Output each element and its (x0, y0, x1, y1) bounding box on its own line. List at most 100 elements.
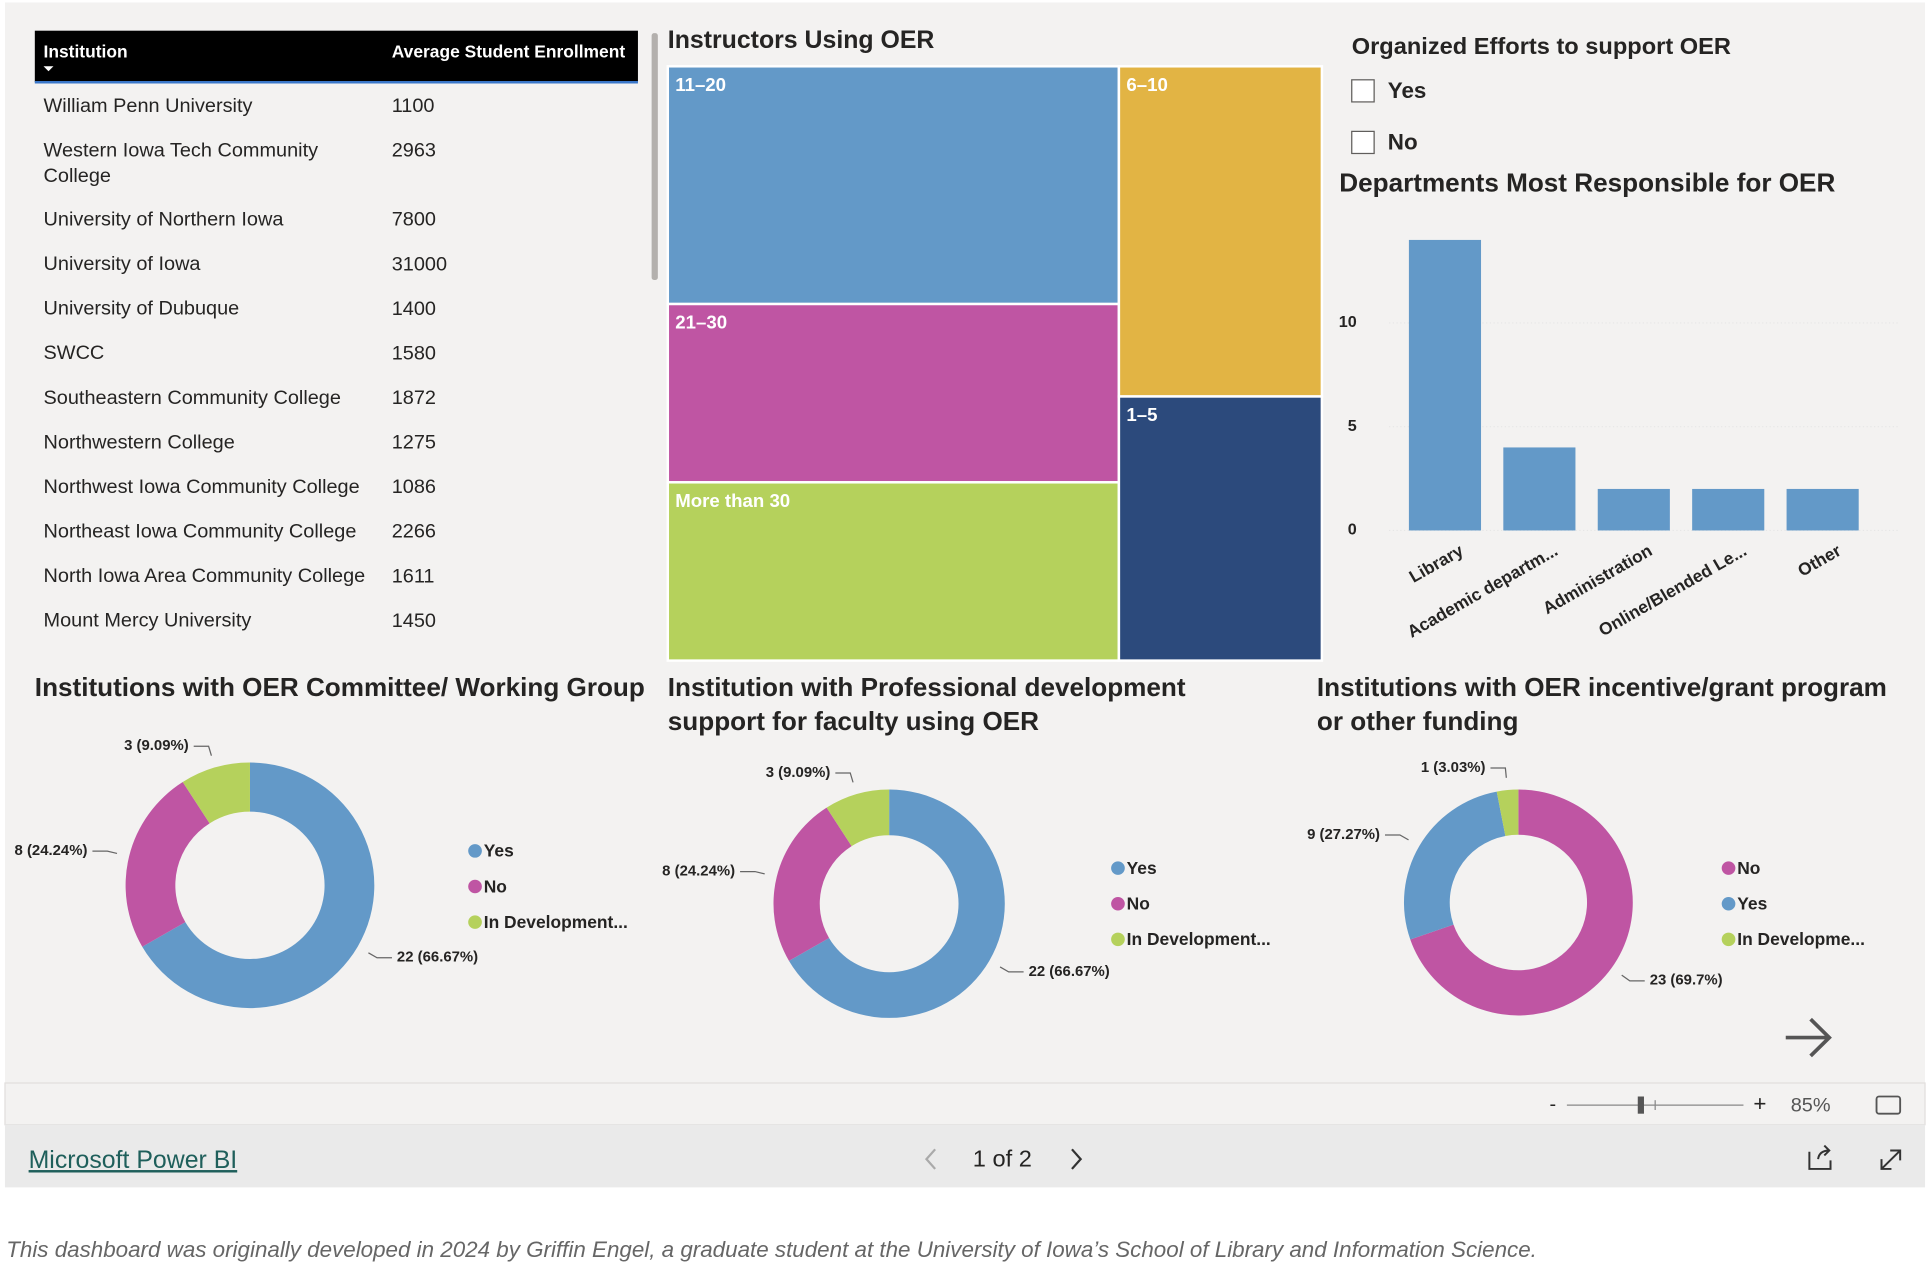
pie-slice (773, 807, 852, 961)
bar (1408, 239, 1482, 531)
data-label: 22 (66.67%) (397, 950, 478, 966)
table-header (34, 30, 638, 83)
legend-swatch (468, 879, 482, 894)
fit-page[interactable] (1875, 1095, 1902, 1115)
pie-slice (1403, 791, 1506, 940)
leader-line (1384, 834, 1409, 841)
slicer-option[interactable]: No (1388, 130, 1418, 155)
text-line: Northwestern College (44, 432, 235, 454)
cell: 1580 (392, 343, 436, 365)
text-line: support for faculty using OER (668, 708, 1040, 736)
leader-line (835, 772, 854, 783)
prev-page[interactable] (924, 1148, 936, 1170)
tile-label: 11–20 (675, 74, 726, 95)
next-page[interactable] (1071, 1148, 1083, 1170)
cell: University of Dubuque (44, 298, 240, 320)
pie-slice (788, 789, 1005, 1018)
next-arrow[interactable] (1785, 1017, 1832, 1058)
legend-label: In Development... (1127, 929, 1271, 949)
text-line: SWCC (44, 343, 105, 365)
text-line: Institutions with OER Committee/ Working… (35, 674, 645, 702)
zoom-in[interactable]: + (1753, 1091, 1766, 1116)
data-label: 23 (69.7%) (1650, 973, 1723, 989)
checkbox[interactable] (1351, 130, 1375, 155)
sort-icon (43, 66, 54, 72)
legend-label: No (1737, 858, 1760, 878)
cell: 31000 (392, 253, 447, 275)
leader-line (999, 966, 1024, 973)
legend-swatch (1111, 932, 1125, 947)
cell: 2963 (392, 140, 436, 162)
text-line: Northeast Iowa Community College (44, 521, 357, 543)
legend-swatch (1111, 861, 1125, 875)
text-line: College (44, 165, 111, 187)
zoom-out[interactable]: - (1549, 1093, 1556, 1115)
table-body: William Penn University 1100 Western Iowa … (44, 95, 448, 632)
column-header[interactable]: Institution (44, 41, 128, 61)
cell: 2266 (392, 521, 436, 543)
cell: 1450 (392, 610, 436, 632)
legend-label: Yes (484, 841, 514, 861)
slicer-option[interactable]: Yes (1388, 78, 1427, 103)
data-label: 22 (66.67%) (1029, 964, 1110, 980)
cell: 1872 (392, 387, 436, 409)
pie-slice (142, 762, 375, 1009)
zoom-bar (4, 1082, 1926, 1126)
cell: Southeastern Community College (44, 387, 341, 409)
cell: Western Iowa Tech Community College (44, 140, 324, 188)
cell: William Penn University (44, 95, 253, 117)
zoom-thumb[interactable] (1637, 1096, 1644, 1114)
footer-bar (4, 1124, 1926, 1188)
text-line: Mount Mercy University (44, 610, 252, 632)
bar (1786, 488, 1859, 531)
bar (1692, 488, 1765, 531)
cell: Northeast Iowa Community College (44, 521, 357, 543)
slicer-title: Organized Efforts to support OER (1352, 33, 1731, 59)
column-header[interactable]: Average Student Enrollment (392, 41, 626, 61)
treemap-tile (666, 302, 1121, 484)
treemap-tile (666, 481, 1121, 662)
text-line: William Penn University (44, 95, 253, 117)
data-label: 3 (9.09%) (766, 765, 831, 781)
chart-title: Instructors Using OER (668, 27, 935, 54)
legend-swatch (1111, 896, 1125, 911)
bar (1503, 447, 1576, 531)
data-label: 8 (24.24%) (15, 843, 88, 859)
scrollbar[interactable] (651, 33, 658, 280)
fullscreen-icon[interactable] (1880, 1149, 1902, 1170)
legend-swatch (1721, 896, 1736, 911)
page-indicator: 1 of 2 (973, 1146, 1032, 1172)
tile-label: 6–10 (1126, 74, 1167, 95)
cell: 1100 (392, 95, 435, 117)
cell: 1275 (392, 432, 436, 454)
cell: 1400 (392, 298, 436, 320)
brand-link[interactable]: Microsoft Power BI (29, 1147, 238, 1174)
share-icon[interactable] (1808, 1144, 1832, 1170)
text-line: Institution with Professional developmen… (668, 674, 1193, 702)
data-label: 3 (9.09%) (124, 738, 189, 754)
text-line: University of Northern Iowa (44, 209, 284, 231)
legend-label: Yes (1127, 858, 1157, 878)
pie-slice (826, 789, 890, 847)
treemap-tile (1117, 65, 1324, 398)
pie-slice (1410, 789, 1633, 1016)
pie-slice (1496, 789, 1519, 836)
data-label: 1 (3.03%) (1421, 760, 1486, 776)
cell: 7800 (392, 209, 436, 231)
cell: 1611 (392, 565, 435, 587)
legend-label: Yes (1737, 894, 1767, 914)
data-label: 9 (27.27%) (1307, 827, 1380, 843)
checkbox[interactable] (1351, 79, 1375, 103)
chart-title: Institutions with OER Committee/ Working… (35, 674, 645, 702)
text-line: University of Dubuque (44, 298, 240, 320)
text-line: Northwest Iowa Community College (44, 476, 360, 498)
cell: University of Northern Iowa (44, 209, 284, 231)
text-line: North Iowa Area Community College (44, 565, 366, 587)
cell: Northwestern College (44, 432, 235, 454)
chart-title: Departments Most Responsible for OER (1339, 170, 1835, 198)
cell: University of Iowa (44, 253, 201, 275)
legend-label: No (484, 876, 507, 896)
chart-title: Institutions with OER incentive/grant pr… (1317, 674, 1894, 736)
